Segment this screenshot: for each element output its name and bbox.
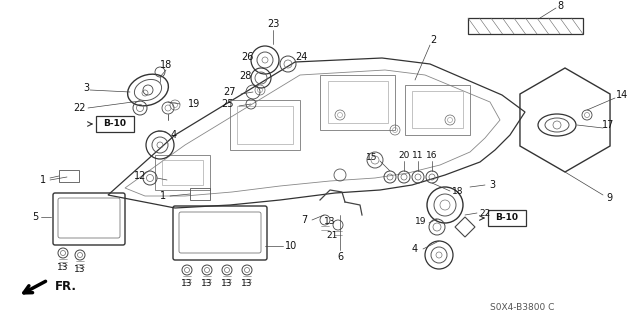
Text: 16: 16 — [426, 151, 438, 160]
Text: 22: 22 — [479, 209, 491, 218]
Text: 13: 13 — [324, 218, 336, 226]
Bar — [155, 155, 210, 190]
Text: 17: 17 — [602, 120, 614, 130]
Text: 14: 14 — [616, 90, 628, 100]
Text: 13: 13 — [221, 279, 233, 288]
Bar — [237, 106, 293, 144]
Bar — [405, 85, 470, 135]
Text: 15: 15 — [366, 152, 378, 161]
Text: 1: 1 — [160, 191, 166, 201]
Text: 27: 27 — [223, 87, 236, 97]
Text: 13: 13 — [201, 279, 212, 288]
Text: 11: 11 — [412, 151, 424, 160]
Text: 20: 20 — [398, 151, 410, 160]
Bar — [230, 100, 300, 150]
Bar — [96, 116, 134, 132]
Text: 23: 23 — [267, 19, 279, 29]
Text: 26: 26 — [241, 52, 253, 62]
Text: 18: 18 — [160, 60, 172, 70]
Text: 7: 7 — [301, 215, 307, 225]
Text: B-10: B-10 — [495, 213, 518, 222]
Text: 9: 9 — [606, 193, 612, 203]
Text: 12: 12 — [134, 171, 146, 181]
Text: 18: 18 — [452, 187, 464, 196]
Text: B-10: B-10 — [104, 120, 127, 129]
Text: 4: 4 — [171, 130, 177, 140]
Text: 4: 4 — [412, 244, 418, 254]
Text: 5: 5 — [32, 212, 38, 222]
Text: 1: 1 — [40, 175, 46, 185]
Text: 19: 19 — [415, 217, 427, 226]
Bar — [59, 170, 79, 182]
Bar — [320, 75, 395, 130]
Text: 10: 10 — [285, 241, 297, 251]
Text: S0X4-B3800 C: S0X4-B3800 C — [490, 303, 554, 313]
Bar — [162, 160, 203, 185]
Text: 8: 8 — [557, 1, 563, 11]
Text: FR.: FR. — [55, 280, 77, 293]
Bar — [468, 18, 583, 34]
Text: 13: 13 — [241, 279, 253, 288]
Text: 22: 22 — [73, 103, 85, 113]
Text: 2: 2 — [430, 35, 436, 45]
Text: 6: 6 — [337, 252, 343, 262]
Text: 13: 13 — [181, 279, 193, 288]
Text: 28: 28 — [239, 71, 251, 81]
Bar — [190, 188, 210, 200]
Bar — [488, 210, 526, 226]
Text: 19: 19 — [188, 99, 200, 109]
Bar — [328, 81, 388, 123]
Text: 13: 13 — [74, 264, 86, 273]
Text: 3: 3 — [489, 180, 495, 190]
Text: 3: 3 — [83, 83, 89, 93]
Text: 25: 25 — [221, 99, 233, 109]
Text: 13: 13 — [57, 263, 68, 271]
Text: 24: 24 — [295, 52, 307, 62]
Bar — [412, 91, 463, 128]
Text: 21: 21 — [326, 231, 338, 240]
